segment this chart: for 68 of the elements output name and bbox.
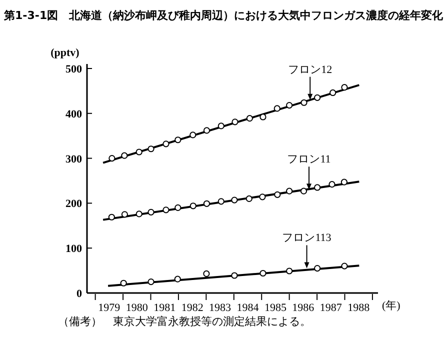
point	[260, 114, 266, 120]
point	[136, 148, 142, 156]
point	[108, 154, 116, 162]
point	[231, 196, 238, 204]
point	[162, 140, 170, 148]
annotation: フロン11	[287, 154, 331, 166]
point	[148, 146, 154, 152]
point	[328, 181, 336, 188]
point	[174, 136, 182, 144]
y-tick-label: 200	[66, 198, 82, 210]
point	[286, 188, 293, 194]
x-tick-label: 1987	[320, 302, 342, 314]
x-tick-label: 1984	[236, 302, 260, 314]
y-tick-label: 400	[66, 108, 82, 120]
point	[174, 276, 181, 282]
y-axis-title: (pptv)	[50, 47, 80, 59]
point	[246, 115, 253, 122]
y-tick-label: 500	[66, 63, 82, 76]
point	[108, 214, 115, 220]
point	[330, 89, 336, 96]
point	[274, 191, 281, 198]
annotation: フロン12	[288, 64, 332, 76]
point	[300, 188, 308, 194]
point	[148, 208, 154, 216]
point	[203, 200, 210, 207]
point	[314, 184, 321, 191]
point	[148, 278, 154, 286]
x-tick-label: 1980	[126, 302, 148, 314]
point	[190, 132, 196, 138]
annotation: フロン113	[282, 232, 332, 244]
point	[203, 270, 210, 277]
point	[120, 280, 127, 286]
point	[232, 118, 238, 126]
point	[136, 210, 142, 218]
x-tick-label: 1988	[348, 302, 370, 314]
x-axis-title: (年)	[382, 300, 401, 312]
point	[190, 202, 196, 210]
point	[341, 262, 348, 270]
y-tick-label: 0	[76, 288, 82, 300]
point	[341, 84, 348, 91]
point	[340, 178, 348, 186]
point	[286, 102, 293, 109]
text: （備考） 東京大学富永教授等の測定結果による。	[58, 314, 311, 329]
point	[218, 198, 224, 205]
chart-title: 第1-3-1図 北海道（納沙布岬及び稚内周辺）における大気中フロンガス濃度の経年変化	[4, 8, 444, 23]
point	[300, 99, 308, 106]
point	[121, 211, 128, 218]
point	[121, 152, 128, 159]
point	[286, 268, 293, 274]
point	[231, 272, 238, 279]
point	[162, 206, 170, 214]
point	[314, 265, 321, 272]
x-tick-label: 1985	[264, 302, 287, 314]
point	[203, 127, 210, 134]
point	[246, 195, 252, 202]
x-tick-label: 1982	[181, 302, 204, 314]
point	[218, 122, 224, 130]
x-tick-label: 1979	[98, 302, 121, 314]
x-tick-label: 1983	[209, 302, 232, 314]
point	[314, 94, 321, 101]
point	[259, 194, 266, 200]
point	[260, 270, 266, 277]
point	[174, 204, 182, 211]
point	[274, 105, 280, 112]
x-tick-label: 1986	[292, 302, 315, 314]
y-tick-label: 300	[66, 153, 82, 166]
y-tick-label: 100	[66, 243, 82, 256]
x-tick-label: 1981	[154, 302, 176, 314]
